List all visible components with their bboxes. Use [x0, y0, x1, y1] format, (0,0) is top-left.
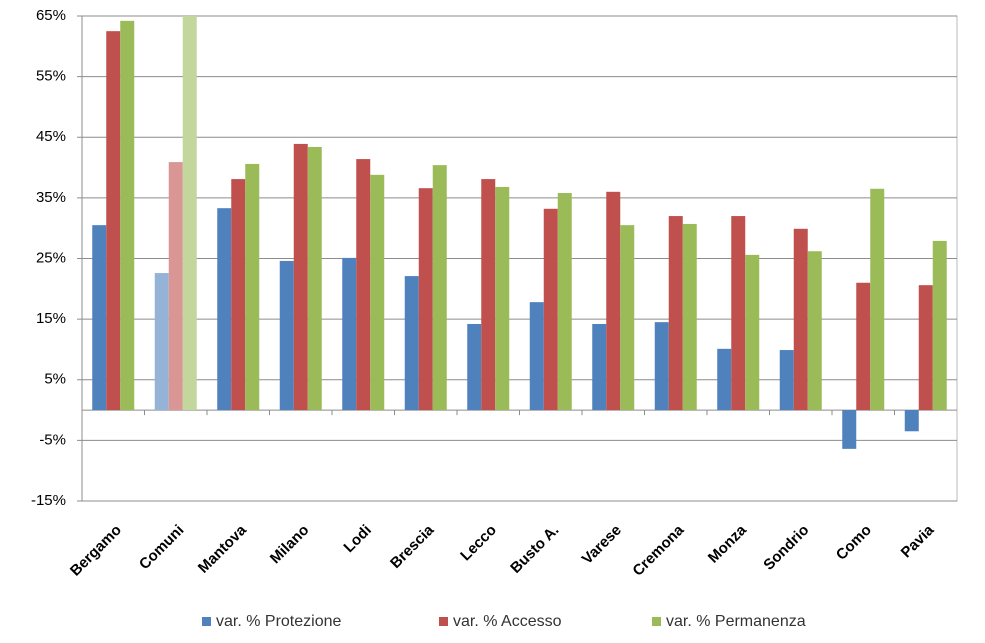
x-tick-label: Como [833, 522, 875, 564]
legend-swatch [652, 617, 661, 626]
bar [856, 282, 871, 411]
bar [279, 260, 294, 411]
bar [418, 188, 433, 411]
x-tick-label: Comuni [136, 522, 187, 573]
bar [342, 257, 357, 411]
x-tick-label: Varese [579, 522, 625, 568]
bar [481, 179, 496, 411]
bar [543, 208, 558, 411]
bar [404, 276, 419, 411]
y-tick-label: 15% [36, 310, 66, 327]
bar [106, 31, 121, 411]
legend-label: var. % Permanenza [666, 613, 806, 630]
bar [370, 174, 385, 411]
bar [92, 225, 107, 411]
bar [293, 143, 308, 411]
bar [654, 322, 669, 411]
bar [432, 165, 447, 411]
bar [182, 16, 197, 411]
y-tick-label: 65% [36, 7, 66, 24]
bar [717, 348, 732, 411]
bar [682, 223, 697, 411]
x-tick-label: Cremona [629, 521, 687, 579]
x-tick-label: Sondrio [760, 522, 812, 574]
y-tick-label: 35% [36, 189, 66, 206]
bar [307, 146, 322, 411]
y-tick-label: 5% [44, 371, 66, 388]
bar [557, 193, 572, 411]
bar [793, 228, 808, 411]
legend-label: var. % Protezione [216, 613, 342, 630]
bar [356, 159, 371, 411]
x-tick-label: Brescia [387, 521, 438, 572]
x-tick-label: Pavia [898, 521, 938, 561]
bar [217, 208, 232, 411]
legend-swatch [202, 617, 211, 626]
x-tick-label: Milano [267, 522, 313, 568]
bar [668, 216, 683, 411]
bar [745, 254, 760, 411]
x-tick-label: Lodi [340, 522, 374, 556]
y-tick-label: 55% [36, 68, 66, 85]
bar [495, 186, 510, 411]
bar [231, 179, 246, 411]
legend-label: var. % Accesso [453, 613, 562, 630]
bar [529, 302, 544, 411]
x-tick-label: Monza [705, 521, 750, 566]
x-tick-label: Mantova [195, 521, 251, 577]
bar [731, 216, 746, 411]
bar [120, 20, 135, 411]
bar [807, 251, 822, 411]
y-tick-label: 45% [36, 128, 66, 145]
bar [842, 410, 857, 449]
bar [168, 162, 183, 411]
bar [779, 350, 794, 411]
bar [154, 273, 169, 411]
x-tick-label: Busto A. [507, 522, 562, 577]
y-tick-label: 25% [36, 249, 66, 266]
bar [245, 163, 260, 411]
bar [870, 188, 885, 411]
bar [467, 323, 482, 411]
y-tick-label: -15% [31, 492, 66, 509]
bar [606, 191, 621, 411]
bar [932, 240, 947, 411]
bar [620, 225, 635, 411]
y-tick-label: -5% [39, 431, 66, 448]
legend-swatch [439, 617, 448, 626]
bar [592, 323, 607, 411]
x-tick-label: Lecco [457, 522, 500, 565]
x-tick-label: Bergamo [67, 522, 125, 580]
bar [918, 285, 933, 411]
bar [904, 410, 919, 432]
